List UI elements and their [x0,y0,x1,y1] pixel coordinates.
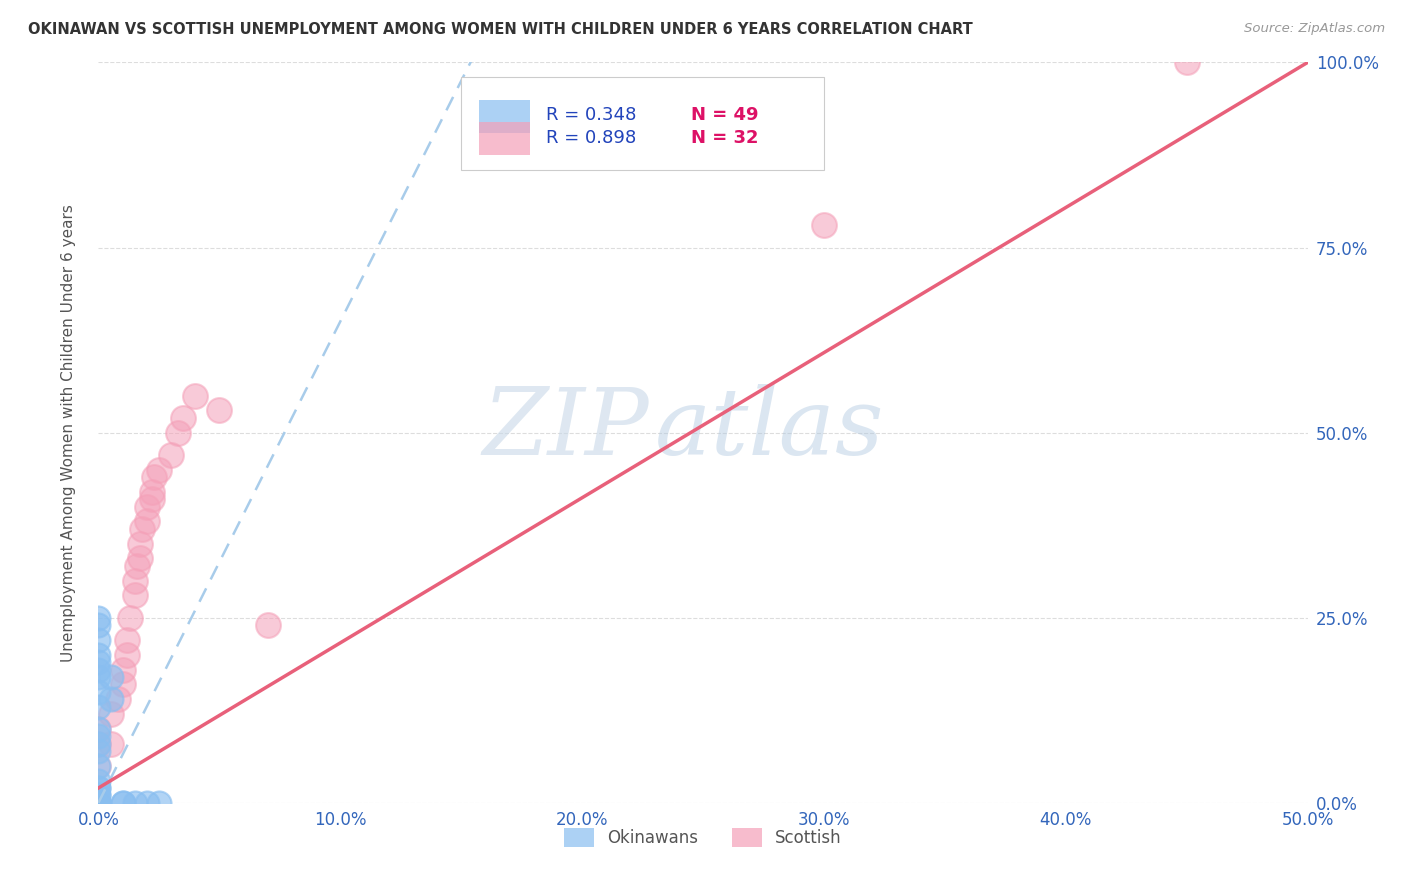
Point [87,796,110,810]
Point [87,796,110,810]
Point [87,796,110,810]
Point [87,796,110,810]
Point [141,484,163,499]
Point [167,425,190,440]
Point [87,780,110,795]
Text: N = 32: N = 32 [690,128,758,146]
Point [107,692,129,706]
Point [87,773,110,788]
Point [87,796,110,810]
Point [813,219,835,233]
Point [87,655,110,669]
Point [87,796,110,810]
Legend: Okinawans, Scottish: Okinawans, Scottish [558,822,848,854]
Point [87,796,110,810]
Point [135,515,157,529]
Point [87,796,110,810]
Point [127,558,149,573]
Point [87,796,110,810]
Point [111,796,134,810]
Point [87,780,110,795]
Point [124,589,146,603]
Point [1175,55,1198,70]
Point [87,737,110,751]
Point [87,796,110,810]
Point [87,610,110,624]
Point [87,722,110,736]
Point [111,663,134,677]
Point [87,796,110,810]
Text: R = 0.898: R = 0.898 [546,128,636,146]
Point [87,729,110,743]
Point [87,789,110,803]
Point [131,522,153,536]
Point [87,670,110,684]
Point [143,470,166,484]
Point [87,632,110,647]
Y-axis label: Unemployment Among Women with Children Under 6 years: Unemployment Among Women with Children U… [62,203,76,662]
FancyBboxPatch shape [479,122,530,155]
Point [87,796,110,810]
Point [87,685,110,699]
Point [87,796,110,810]
Point [100,737,122,751]
Point [128,551,150,566]
Point [208,403,231,417]
Point [87,758,110,772]
Text: ZIP: ZIP [482,384,648,474]
Point [111,677,134,691]
Text: Source: ZipAtlas.com: Source: ZipAtlas.com [1244,22,1385,36]
Point [124,574,146,588]
Point [124,796,146,810]
Point [117,632,139,647]
Point [87,796,110,810]
Point [135,796,157,810]
Point [87,796,110,810]
Point [117,648,139,662]
Text: N = 49: N = 49 [690,106,758,125]
Point [87,737,110,751]
Point [87,663,110,677]
Point [87,796,110,810]
Point [184,388,207,402]
Point [87,796,110,810]
Point [118,610,141,624]
Point [87,796,110,810]
Point [87,699,110,714]
Text: OKINAWAN VS SCOTTISH UNEMPLOYMENT AMONG WOMEN WITH CHILDREN UNDER 6 YEARS CORREL: OKINAWAN VS SCOTTISH UNEMPLOYMENT AMONG … [28,22,973,37]
Point [87,796,110,810]
Point [87,789,110,803]
Point [111,796,134,810]
Point [141,492,163,507]
Point [100,706,122,721]
Point [87,796,110,810]
Text: atlas: atlas [655,384,884,474]
Point [128,536,150,550]
Point [87,618,110,632]
Point [87,796,110,810]
Point [87,744,110,758]
Point [148,462,170,476]
Point [148,796,170,810]
Point [256,618,278,632]
Point [87,758,110,772]
Point [160,448,183,462]
FancyBboxPatch shape [479,100,530,133]
FancyBboxPatch shape [461,78,824,169]
Point [87,648,110,662]
Point [87,796,110,810]
Point [100,670,122,684]
Text: R = 0.348: R = 0.348 [546,106,636,125]
Point [172,410,194,425]
Point [87,796,110,810]
Point [87,796,110,810]
Point [135,500,157,514]
Point [100,692,122,706]
Point [87,722,110,736]
